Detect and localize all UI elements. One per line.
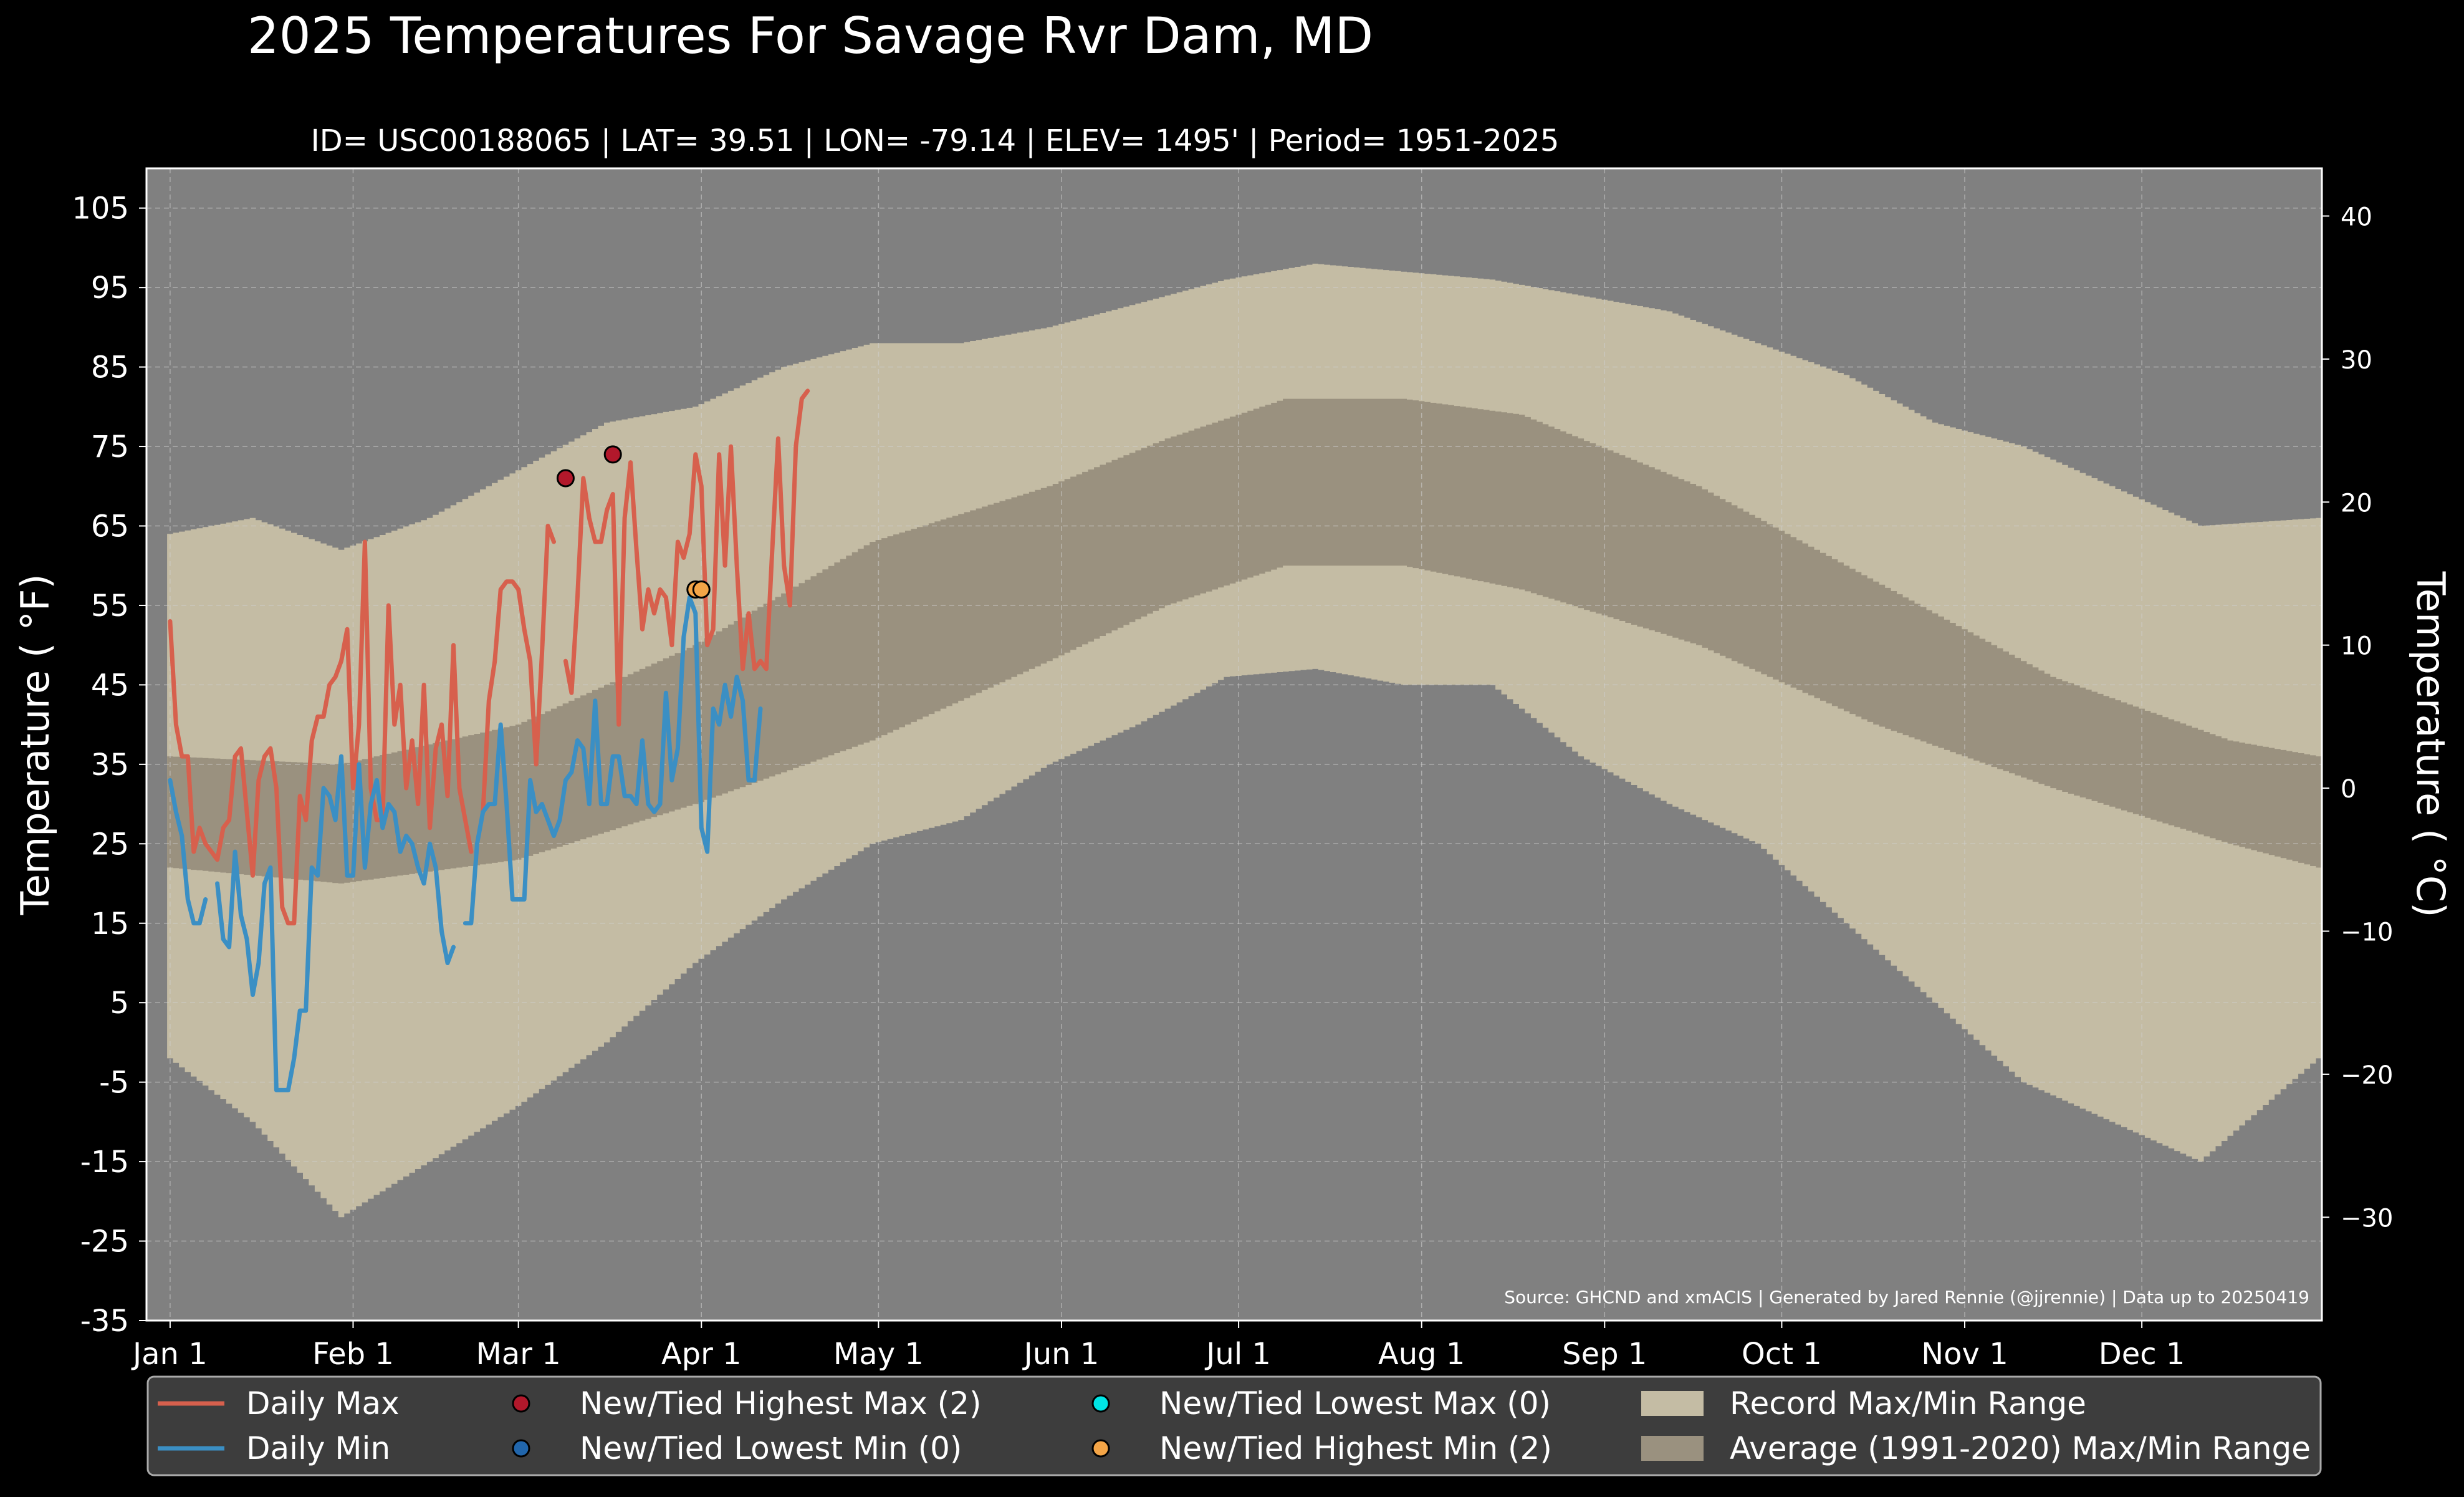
- y-tick-label: 25: [91, 827, 129, 862]
- y-right-tick-label: 20: [2341, 489, 2372, 517]
- y-tick-label: -15: [80, 1145, 129, 1180]
- y-right-tick-label: 0: [2341, 775, 2356, 804]
- x-tick-label: Mar 1: [476, 1337, 560, 1372]
- y-axis-right: 40 30 20 10 0 −10 −20 −30: [2322, 203, 2393, 1233]
- y-tick-label: 95: [91, 271, 129, 306]
- legend-label: New/Tied Lowest Max (0): [1159, 1385, 1551, 1422]
- y-right-tick-label: 10: [2341, 632, 2372, 661]
- legend-swatch-dot: [512, 1439, 530, 1458]
- daily-lines: [168, 388, 810, 1092]
- y-axis-label-right: Temperature ( °C): [2408, 571, 2453, 918]
- chart-title: 2025 Temperatures For Savage Rvr Dam, MD: [247, 7, 1373, 65]
- climatology-bands: [167, 263, 2322, 1218]
- daily-max-line: [168, 388, 810, 926]
- y-axis-left: 105 95 85 75 65 55 45 35 25 15 5 -5 -15 -25 -35: [72, 191, 146, 1339]
- legend-swatch-patch: [1641, 1436, 1704, 1461]
- legend-swatch-dot: [1091, 1394, 1110, 1413]
- y-tick-label: 35: [91, 748, 129, 782]
- highest-max-marker: [556, 469, 575, 488]
- y-tick-label: 75: [91, 430, 129, 465]
- y-right-tick-label: −30: [2341, 1204, 2393, 1233]
- x-tick-label: Oct 1: [1742, 1337, 1822, 1372]
- y-right-tick-label: −20: [2341, 1061, 2393, 1090]
- y-tick-label: 85: [91, 350, 129, 385]
- x-tick-label: Dec 1: [2099, 1337, 2185, 1372]
- x-tick-label: Apr 1: [661, 1337, 742, 1372]
- y-tick-label: -25: [80, 1225, 129, 1259]
- legend-swatch-dot: [512, 1394, 530, 1413]
- highest-max-marker: [603, 445, 622, 464]
- y-right-tick-label: −10: [2341, 918, 2393, 947]
- record-markers: [556, 445, 711, 599]
- legend: Daily Max Daily Min New/Tied Highest Max (…: [146, 1375, 2322, 1476]
- y-tick-label: 105: [72, 191, 129, 226]
- y-tick-label: -35: [80, 1304, 129, 1339]
- y-axis-label-left: Temperature ( °F): [12, 574, 58, 915]
- plot-frame: [145, 167, 2323, 1322]
- daily-min-line: [168, 595, 763, 1092]
- legend-label: Daily Min: [246, 1430, 390, 1466]
- x-tick-label: Jan 1: [131, 1337, 208, 1372]
- y-tick-label: 65: [91, 509, 129, 544]
- x-tick-label: Jun 1: [1022, 1337, 1100, 1372]
- y-tick-label: 15: [91, 907, 129, 941]
- y-tick-label: 55: [91, 589, 129, 623]
- x-tick-label: Feb 1: [312, 1337, 394, 1372]
- x-tick-label: Nov 1: [1921, 1337, 2008, 1372]
- legend-box: [146, 1375, 2322, 1476]
- legend-label: Daily Max: [246, 1385, 400, 1422]
- average-range-band: [167, 398, 2322, 883]
- highest-min-marker: [692, 580, 711, 599]
- legend-label: New/Tied Highest Min (2): [1159, 1430, 1552, 1466]
- x-tick-label: Jul 1: [1204, 1337, 1271, 1372]
- y-right-tick-label: 40: [2341, 203, 2372, 231]
- x-axis: Jan 1 Feb 1 Mar 1 Apr 1 May 1 Jun 1 Jul 1 Aug 1…: [131, 1321, 2185, 1372]
- x-tick-label: Sep 1: [1562, 1337, 1647, 1372]
- x-tick-label: May 1: [833, 1337, 924, 1372]
- legend-swatch-dot: [1091, 1439, 1110, 1458]
- x-tick-label: Aug 1: [1378, 1337, 1465, 1372]
- y-tick-label: -5: [99, 1066, 129, 1100]
- chart-subtitle: ID= USC00188065 | LAT= 39.51 | LON= -79.…: [311, 123, 1560, 158]
- source-note: Source: GHCND and xmACIS | Generated by …: [1504, 1287, 2309, 1307]
- y-right-tick-label: 30: [2341, 346, 2372, 375]
- y-tick-label: 5: [110, 986, 129, 1021]
- legend-swatch-patch: [1641, 1391, 1704, 1416]
- legend-label: Record Max/Min Range: [1730, 1385, 2086, 1422]
- legend-label: New/Tied Highest Max (2): [580, 1385, 982, 1422]
- plot-area: [145, 167, 2323, 1322]
- y-tick-label: 45: [91, 668, 129, 703]
- legend-label: New/Tied Lowest Min (0): [580, 1430, 962, 1466]
- record-range-band: [167, 263, 2322, 1218]
- legend-label: Average (1991-2020) Max/Min Range: [1730, 1430, 2311, 1466]
